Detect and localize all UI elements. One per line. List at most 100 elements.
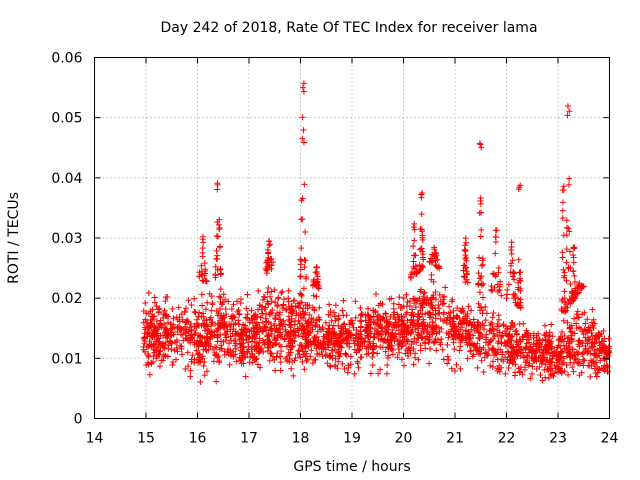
data-point xyxy=(179,351,186,358)
data-point xyxy=(208,307,215,314)
data-point xyxy=(308,341,315,348)
data-point xyxy=(466,331,473,338)
data-point xyxy=(505,364,512,371)
y-tick-label: 0.01 xyxy=(51,351,82,367)
data-point xyxy=(140,308,147,315)
data-point xyxy=(462,328,469,335)
data-point xyxy=(559,207,566,214)
data-point xyxy=(463,257,470,264)
data-point xyxy=(524,353,531,360)
data-point xyxy=(220,324,227,331)
data-point xyxy=(295,347,302,354)
data-point xyxy=(269,259,276,266)
data-point xyxy=(464,355,471,362)
data-point xyxy=(582,346,589,353)
data-point xyxy=(448,298,455,305)
data-point xyxy=(506,357,513,364)
data-point xyxy=(349,320,356,327)
data-point xyxy=(517,350,524,357)
data-point xyxy=(476,209,483,216)
data-point xyxy=(576,372,583,379)
data-point xyxy=(509,355,516,362)
data-point xyxy=(158,324,165,331)
data-point xyxy=(551,362,558,369)
data-point xyxy=(478,273,485,280)
data-point xyxy=(287,346,294,353)
data-point xyxy=(264,289,271,296)
data-point xyxy=(418,331,425,338)
data-point xyxy=(230,321,237,328)
data-point xyxy=(428,259,435,266)
data-point xyxy=(155,351,162,358)
data-point xyxy=(299,195,306,202)
data-point xyxy=(260,293,267,300)
data-point xyxy=(318,326,325,333)
data-point xyxy=(567,325,574,332)
data-point xyxy=(193,340,200,347)
data-point xyxy=(449,318,456,325)
data-point xyxy=(454,334,461,341)
data-point xyxy=(451,346,458,353)
data-point xyxy=(365,344,372,351)
data-point xyxy=(292,354,299,361)
data-point xyxy=(590,325,597,332)
data-point xyxy=(216,226,223,233)
data-point xyxy=(570,297,577,304)
data-point xyxy=(297,256,304,263)
data-point xyxy=(441,317,448,324)
data-point xyxy=(298,245,305,252)
data-point xyxy=(287,309,294,316)
data-point xyxy=(517,302,524,309)
data-point xyxy=(463,313,470,320)
data-point xyxy=(210,358,217,365)
data-point xyxy=(272,367,279,374)
data-point xyxy=(164,319,171,326)
data-point xyxy=(396,294,403,301)
data-point xyxy=(169,305,176,312)
data-point xyxy=(396,316,403,323)
data-point xyxy=(340,297,347,304)
data-point xyxy=(338,330,345,337)
data-point xyxy=(478,262,485,269)
data-point xyxy=(266,311,273,318)
data-point xyxy=(217,338,224,345)
data-point xyxy=(267,293,274,300)
data-point xyxy=(261,341,268,348)
data-point xyxy=(563,361,570,368)
data-point xyxy=(559,249,566,256)
data-point xyxy=(238,350,245,357)
data-point xyxy=(180,326,187,333)
data-point xyxy=(482,339,489,346)
data-point xyxy=(299,114,306,121)
data-point xyxy=(397,304,404,311)
data-point xyxy=(431,252,438,259)
data-point xyxy=(214,267,221,274)
data-point xyxy=(297,273,304,280)
data-point xyxy=(316,304,323,311)
data-point xyxy=(536,339,543,346)
data-point xyxy=(153,346,160,353)
data-point xyxy=(512,361,519,368)
data-point xyxy=(343,340,350,347)
data-point xyxy=(566,228,573,235)
data-point xyxy=(250,312,257,319)
data-point xyxy=(344,334,351,341)
data-point xyxy=(398,356,405,363)
data-point xyxy=(492,233,499,240)
data-point xyxy=(272,314,279,321)
data-point xyxy=(448,365,455,372)
data-point xyxy=(400,327,407,334)
data-point xyxy=(304,356,311,363)
data-point xyxy=(420,316,427,323)
data-point xyxy=(554,344,561,351)
data-point xyxy=(308,347,315,354)
data-point xyxy=(432,315,439,322)
data-point xyxy=(277,316,284,323)
data-point xyxy=(223,334,230,341)
data-point xyxy=(571,293,578,300)
data-point xyxy=(566,248,573,255)
data-point xyxy=(564,103,571,110)
data-point xyxy=(266,338,273,345)
data-point xyxy=(409,309,416,316)
x-tick-label: 14 xyxy=(86,431,104,447)
